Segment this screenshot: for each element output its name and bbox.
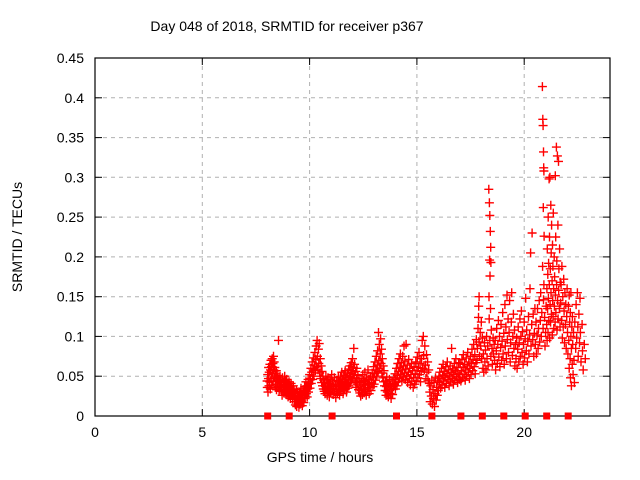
x-tick-label: 0 xyxy=(91,424,99,440)
arc-start-square xyxy=(264,412,272,420)
x-tick-label: 15 xyxy=(409,424,425,440)
plot-border xyxy=(94,57,611,417)
arc-start-square xyxy=(543,412,551,420)
arc-start-square xyxy=(457,412,465,420)
y-tick-label: 0.45 xyxy=(57,50,84,66)
x-tick-label: 5 xyxy=(198,424,206,440)
y-tick-label: 0.1 xyxy=(65,328,85,344)
x-tick-label: 20 xyxy=(516,424,532,440)
y-tick-label: 0.3 xyxy=(65,169,85,185)
data-points-srmtid xyxy=(262,82,590,412)
arc-start-square xyxy=(328,412,336,420)
y-tick-label: 0.15 xyxy=(57,289,84,305)
arc-start-square xyxy=(521,412,529,420)
arc-start-square xyxy=(428,412,436,420)
y-tick-label: 0.25 xyxy=(57,209,84,225)
y-axis-label: SRMTID / TECUs xyxy=(9,182,25,292)
arc-start-square xyxy=(285,412,293,420)
arc-start-markers xyxy=(264,412,572,420)
y-tick-label: 0.05 xyxy=(57,368,84,384)
y-tick-label: 0.35 xyxy=(57,130,84,146)
x-axis-label: GPS time / hours xyxy=(267,449,374,465)
arc-start-square xyxy=(393,412,400,420)
y-tick-label: 0.4 xyxy=(65,90,85,106)
arc-start-square xyxy=(500,412,508,420)
x-tick-labels: 0 5 10 15 20 xyxy=(91,424,532,440)
y-tick-label: 0 xyxy=(76,408,84,424)
x-tick-label: 10 xyxy=(302,424,318,440)
y-tick-labels: 0 0.05 0.1 0.15 0.2 0.25 0.3 0.35 0.4 0.45 xyxy=(57,50,84,424)
y-tick-label: 0.2 xyxy=(65,249,85,265)
arc-start-square xyxy=(478,412,486,420)
arc-start-square xyxy=(564,412,572,420)
srmtid-plus-markers xyxy=(262,82,590,412)
chart-title: Day 048 of 2018, SRMTID for receiver p36… xyxy=(150,18,423,34)
